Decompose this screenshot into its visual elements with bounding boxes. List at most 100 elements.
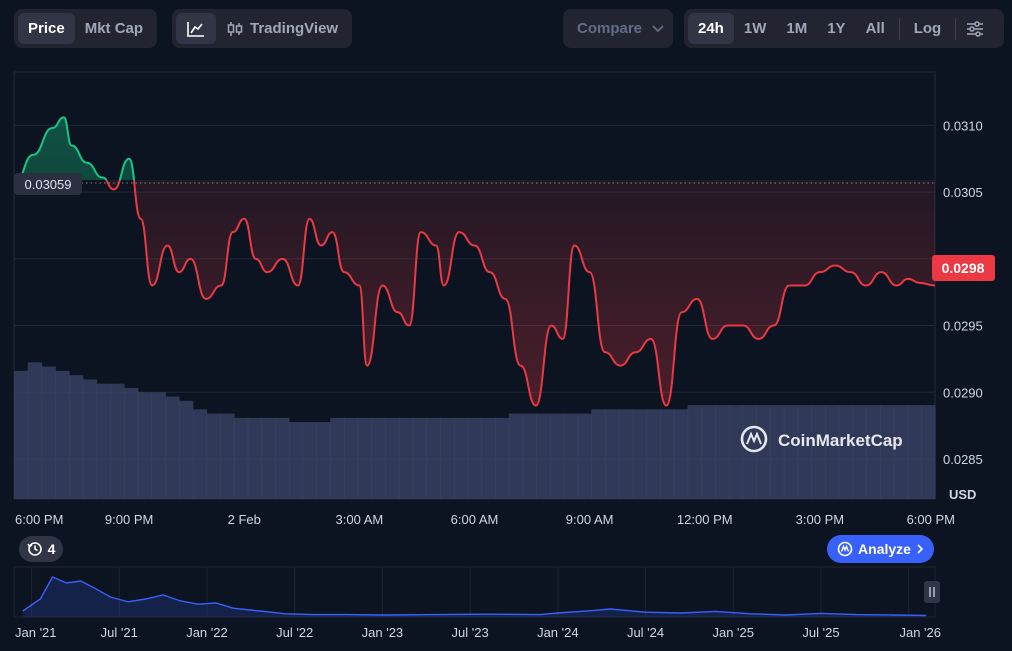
log-scale-button[interactable]: Log	[913, 20, 942, 37]
volume-bar	[467, 417, 482, 499]
volume-bar	[343, 417, 359, 499]
volume-bar	[866, 405, 881, 499]
range-24h-button[interactable]: 24h	[688, 13, 734, 44]
volume-bar	[673, 409, 689, 499]
coinmarketcap-logo-icon	[740, 425, 768, 453]
volume-bar	[96, 383, 111, 499]
chevron-down-icon	[652, 24, 664, 32]
coinmarketcap-logo-icon	[837, 541, 853, 557]
volume-bar	[123, 387, 139, 499]
navigator-tick-label: Jul '21	[101, 625, 138, 640]
volume-bar	[481, 417, 496, 499]
tradingview-label: TradingView	[250, 20, 339, 37]
volume-bar	[68, 375, 84, 499]
line-chart-button[interactable]	[176, 13, 216, 44]
navigator-handle[interactable]	[924, 581, 940, 603]
volume-bar	[852, 405, 867, 499]
price-line-down	[13, 180, 936, 407]
volume-bar	[261, 417, 276, 499]
range-1y-button[interactable]: 1Y	[827, 20, 846, 37]
volume-bar	[330, 417, 345, 499]
navigator-tick-label: Jul '23	[452, 625, 489, 640]
range-all-button[interactable]: All	[865, 20, 885, 37]
x-tick-label: 9:00 PM	[105, 512, 153, 527]
line-chart-icon	[187, 21, 204, 37]
volume-bar	[275, 417, 290, 499]
history-navigator[interactable]: Jan '21 Jul '21 Jan '22 Jul '22 Jan '23 Jul '…	[0, 565, 1012, 651]
navigator-tick-label: Jan '24	[537, 625, 579, 640]
volume-bar	[14, 370, 29, 499]
tradingview-button[interactable]: TradingView	[216, 13, 348, 44]
volume-bar	[426, 417, 441, 499]
analyze-button[interactable]: Analyze	[827, 535, 934, 563]
price-tab[interactable]: Price	[18, 13, 75, 44]
volume-bar	[577, 413, 592, 499]
volume-bar	[646, 409, 661, 499]
history-badge[interactable]: 4	[19, 536, 63, 562]
range-1w-button[interactable]: 1W	[743, 20, 767, 37]
volume-bar	[357, 417, 373, 499]
volume-bar	[288, 422, 304, 499]
volume-bar	[508, 413, 524, 499]
y-tick-label: 0.0310	[943, 118, 983, 133]
volume-bar	[453, 417, 469, 499]
volume-bar	[715, 405, 730, 499]
volume-bar	[756, 405, 771, 499]
x-tick-label: 12:00 PM	[677, 512, 733, 527]
volume-bar	[838, 405, 854, 499]
volume-bar	[825, 405, 840, 499]
volume-bar	[632, 409, 647, 499]
mkt-cap-tab[interactable]: Mkt Cap	[84, 20, 144, 37]
chart-settings-button[interactable]	[960, 13, 990, 44]
volume-bar	[701, 405, 716, 499]
compare-dropdown[interactable]: Compare	[563, 9, 673, 48]
volume-bar	[55, 370, 70, 499]
x-tick-label: 6:00 PM	[907, 512, 955, 527]
history-count: 4	[47, 541, 56, 557]
volume-bar	[316, 422, 331, 499]
chart-type-toggle: Price Mkt Cap	[14, 9, 158, 48]
open-price-label: 0.03059	[25, 177, 72, 192]
price-chart[interactable]: 0.0310 0.0305 0.0295 0.0290 0.0285 6:00 PM 9:0…	[0, 0, 1012, 535]
currency-label: USD	[949, 487, 976, 502]
x-tick-label: 3:00 PM	[796, 512, 844, 527]
y-tick-label: 0.0295	[943, 319, 983, 334]
range-1m-button[interactable]: 1M	[786, 20, 808, 37]
volume-bar	[811, 405, 826, 499]
x-tick-label: 3:00 AM	[336, 512, 384, 527]
y-tick-label: 0.0290	[943, 385, 983, 400]
volume-bar	[618, 409, 634, 499]
volume-bar	[728, 405, 744, 499]
navigator-area	[22, 577, 927, 617]
volume-bar	[550, 413, 565, 499]
navigator-tick-label: Jan '25	[712, 625, 754, 640]
watermark: CoinMarketCap	[740, 425, 903, 453]
volume-bar	[178, 400, 194, 499]
volume-bar	[247, 417, 263, 499]
volume-bar	[880, 405, 895, 499]
volume-bar	[495, 417, 510, 499]
chevron-right-icon	[917, 544, 924, 554]
volume-bar	[220, 413, 235, 499]
volume-bar	[371, 417, 386, 499]
navigator-line	[22, 576, 927, 617]
candlestick-icon	[227, 21, 243, 36]
volume-bar	[770, 405, 785, 499]
volume-bar	[797, 405, 812, 499]
current-price-badge	[932, 255, 995, 281]
x-tick-label: 9:00 AM	[566, 512, 614, 527]
volume-bar	[151, 392, 166, 499]
volume-bar	[660, 409, 675, 499]
watermark-text: CoinMarketCap	[778, 431, 903, 450]
volume-bar	[522, 413, 537, 499]
volume-bar	[783, 405, 799, 499]
divider	[898, 17, 900, 40]
volume-bar	[907, 405, 922, 499]
price-area-down	[14, 180, 935, 406]
navigator-tick-label: Jul '25	[802, 625, 839, 640]
y-tick-label: 0.0305	[943, 185, 983, 200]
navigator-tick-label: Jan '26	[899, 625, 941, 640]
volume-bar	[591, 409, 606, 499]
open-price-badge	[14, 173, 82, 195]
y-tick-label: 0.0285	[943, 452, 983, 467]
